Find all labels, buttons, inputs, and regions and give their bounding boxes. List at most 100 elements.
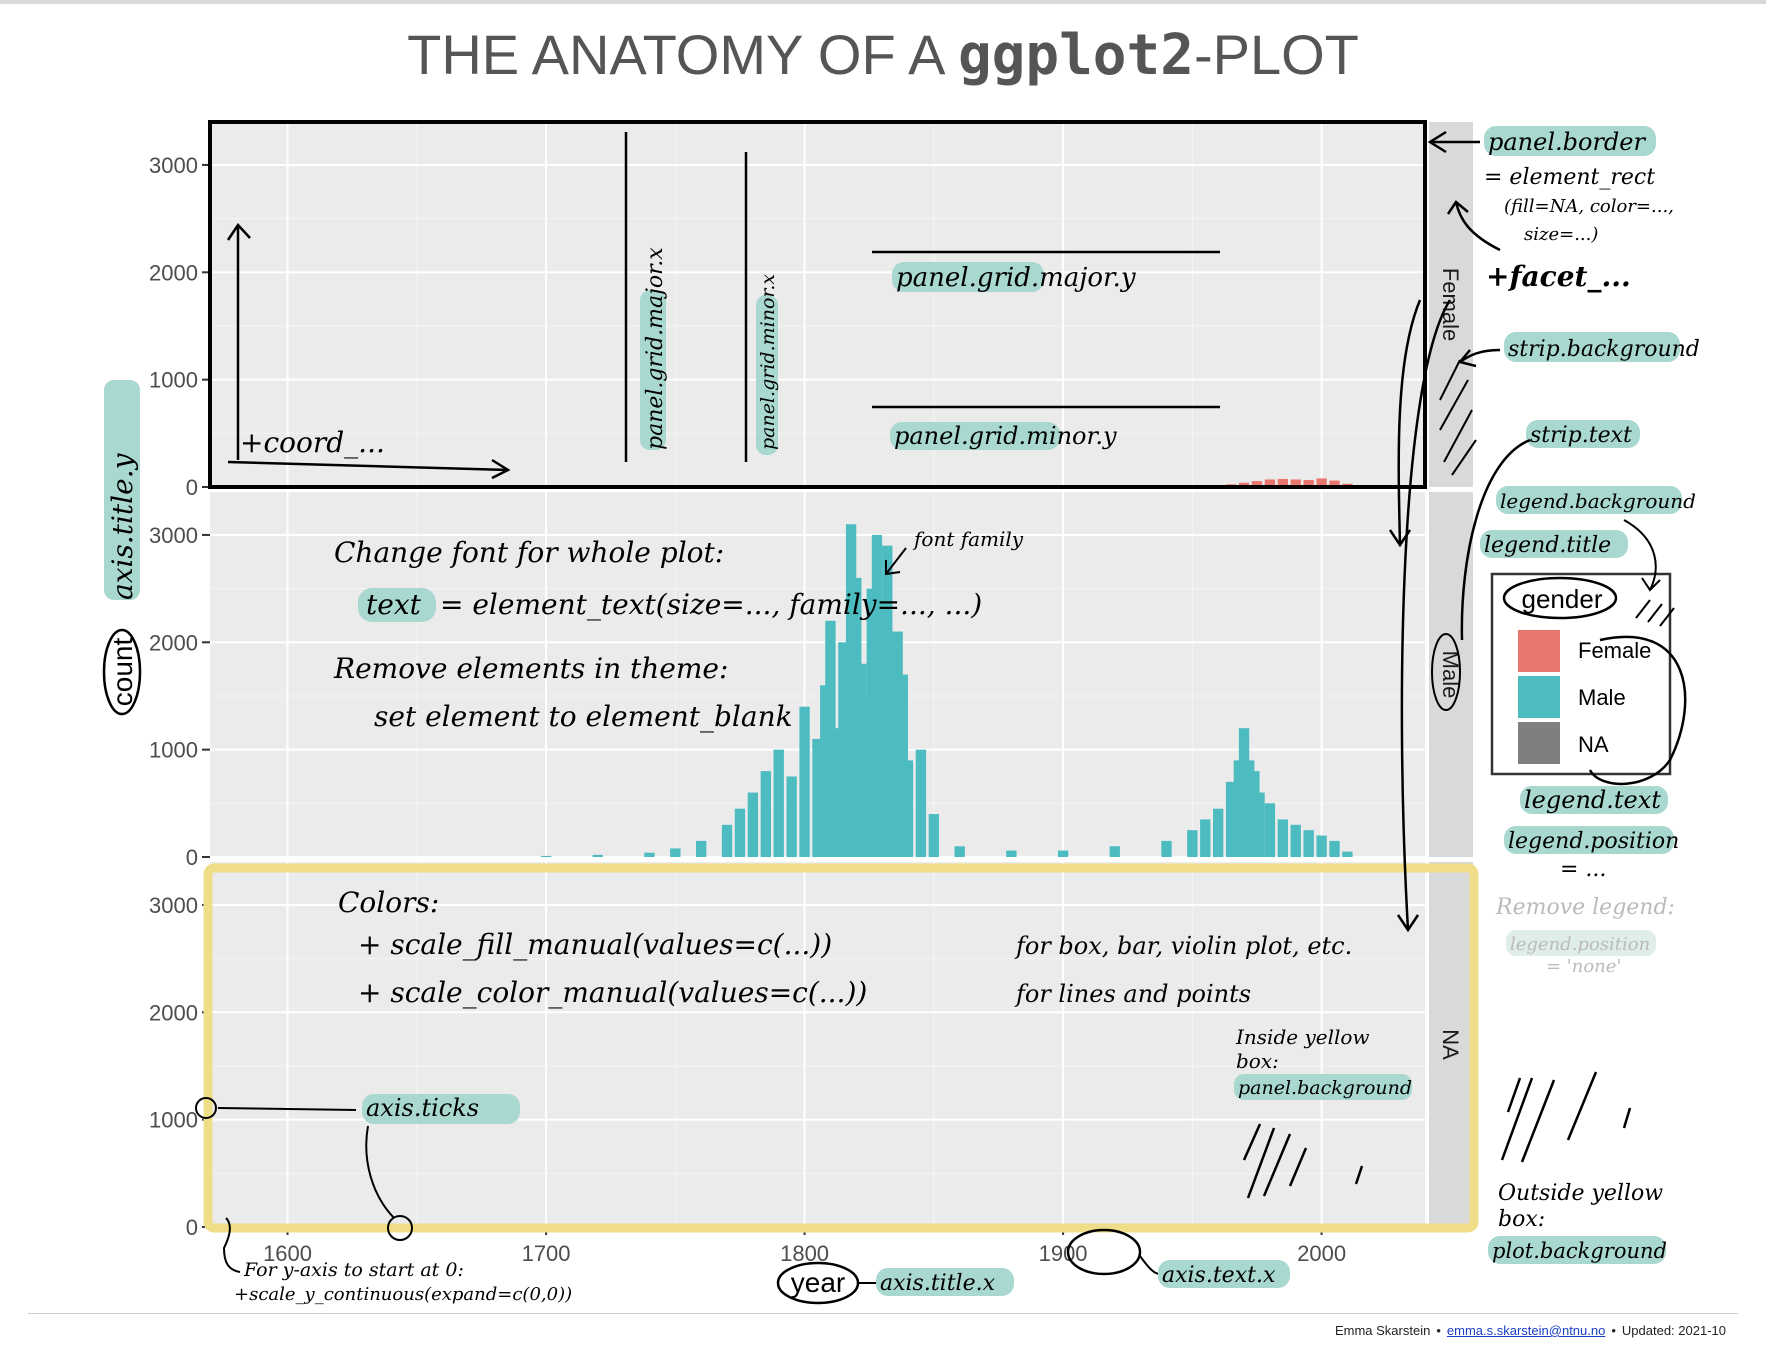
strip-background-note: strip.background (1508, 337, 1700, 362)
panel-border-highlight (1484, 126, 1656, 156)
legend-title-note: legend.title (1484, 533, 1611, 558)
legend-position-highlight (1504, 826, 1674, 854)
bar-female (1277, 478, 1288, 487)
remove-legend-note: Remove legend: (1495, 895, 1675, 920)
bar-male (773, 749, 784, 857)
bar-male (1109, 846, 1120, 857)
strip-text-highlight (1526, 420, 1640, 448)
bar-male (902, 760, 914, 857)
legend-label-male: Male (1578, 685, 1626, 710)
grid-major-y-note: panel.grid.major.y (896, 263, 1136, 293)
bar-male (1200, 819, 1211, 857)
strip-text-female: Female (1438, 268, 1463, 341)
grid-major-y-highlight (892, 262, 1044, 292)
bar-male (644, 852, 655, 857)
bar-male (1342, 851, 1353, 857)
bar-male (915, 749, 927, 857)
bar-male (760, 771, 771, 857)
grid-minor-y-highlight (890, 422, 1060, 450)
legend-bg-hatch (1635, 599, 1675, 627)
bar-female (1290, 479, 1301, 487)
axis-text-x-highlight (1158, 1260, 1290, 1288)
legend-key-female (1518, 630, 1560, 672)
plot-background-highlight (1488, 1236, 1666, 1264)
bar-male (786, 776, 797, 857)
legend-label-female: Female (1578, 638, 1651, 663)
colors-title: Colors: (338, 886, 439, 919)
legend-key-na (1518, 722, 1560, 764)
y-tick-label: 2000 (149, 630, 198, 655)
x-tick-label: 1900 (1039, 1241, 1088, 1266)
bar-male (1329, 840, 1340, 857)
legend-title: gender (1522, 584, 1603, 614)
bar-male (1225, 781, 1237, 857)
strip-background-2 (1429, 492, 1473, 857)
bar-female (1264, 479, 1276, 487)
color-manual-desc: for lines and points (1014, 980, 1251, 1008)
legend-text-highlight (1520, 786, 1668, 814)
x-tick-label: 1600 (263, 1241, 312, 1266)
bar-male (592, 854, 603, 857)
font-text-key: text (366, 588, 422, 621)
axis-ticks-note: axis.ticks (366, 1094, 479, 1122)
strip-text-note: strip.text (1530, 423, 1632, 448)
legend-text-loop (1588, 635, 1687, 786)
grid-minor-x-highlight (756, 295, 778, 455)
grid-minor-y-note: panel.grid.minor.y (894, 422, 1117, 450)
y-tick-label: 3000 (149, 153, 198, 178)
grid-minor-x-note: panel.grid.minor.x (757, 274, 779, 450)
expand-note-1: For y-axis to start at 0: (243, 1259, 464, 1281)
legend-title-highlight (1480, 530, 1628, 558)
footer-separator: • (1611, 1323, 1616, 1338)
axis-ticks-highlight (362, 1094, 520, 1124)
bar-male (670, 848, 681, 857)
panel-border-eq: = element_rect (1484, 165, 1655, 190)
legend-background-highlight (1496, 486, 1682, 514)
x-tick-label: 1700 (522, 1241, 571, 1266)
top-rule (0, 0, 1766, 4)
strip-text-circle (1431, 633, 1461, 711)
bar-male (696, 840, 707, 857)
annotations: axis.title.y +coord_... panel.grid.major… (104, 126, 1700, 1305)
bar-female (1238, 482, 1250, 487)
color-manual-note: + scale_color_manual(values=c(...)) (358, 976, 867, 1009)
y-tick-label: 0 (186, 1215, 198, 1240)
axis-title-y-highlight (104, 380, 140, 600)
strip-text-arrow (1460, 438, 1531, 641)
axes: 0 1000 2000 3000 0 1000 2000 3000 0 1000 2000 3000 1… (149, 153, 1346, 1266)
plot-background-note: plot.background (1492, 1239, 1667, 1263)
fill-manual-desc: for box, bar, violin plot, etc. (1014, 932, 1352, 960)
panel-border-note: panel.border (1488, 128, 1646, 156)
y-tick-label: 0 (186, 475, 198, 500)
font-family-note: font family (912, 527, 1024, 551)
y-tick-label: 0 (186, 845, 198, 870)
panel-border-args-1: (fill=NA, color=..., (1504, 196, 1674, 217)
axis-ticks-circle-y (195, 1097, 217, 1119)
y-tick-label: 1000 (149, 1108, 198, 1133)
footer: Emma Skarstein • emma.s.skarstein@ntnu.no •… (1335, 1323, 1726, 1338)
bar-male (1057, 850, 1069, 857)
strip-background-3 (1429, 862, 1473, 1227)
bar-male (1161, 840, 1172, 857)
facet-arrow (1446, 200, 1501, 252)
facet-note: +facet_... (1486, 260, 1631, 293)
page-title: THE ANATOMY OF A ggplot2-PLOT (0, 22, 1766, 88)
panel-border-args-2: size=...) (1524, 224, 1598, 245)
expand-leader (222, 1217, 241, 1273)
remove-elements-note: Remove elements in theme: (333, 652, 728, 685)
legend-text-note: legend.text (1524, 786, 1661, 814)
axis-ticks-leader-2 (365, 1125, 395, 1219)
panel-background-3 (210, 862, 1425, 1227)
footer-updated: Updated: 2021-10 (1621, 1323, 1726, 1338)
grid-major-x-highlight (640, 290, 666, 450)
facet-arrow-down-2 (1396, 299, 1452, 933)
footer-email-link[interactable]: emma.s.skarstein@ntnu.no (1446, 1323, 1606, 1338)
legend-box (1490, 572, 1672, 776)
font-change-note: Change font for whole plot: (334, 536, 724, 569)
grid-major-x-note: panel.grid.major.x (643, 247, 668, 450)
y-axis-title: count (107, 638, 138, 707)
remove-legend-value: = 'none' (1546, 956, 1621, 977)
y-axis-title-circle (102, 628, 142, 716)
histogram-bars (540, 478, 1353, 1227)
